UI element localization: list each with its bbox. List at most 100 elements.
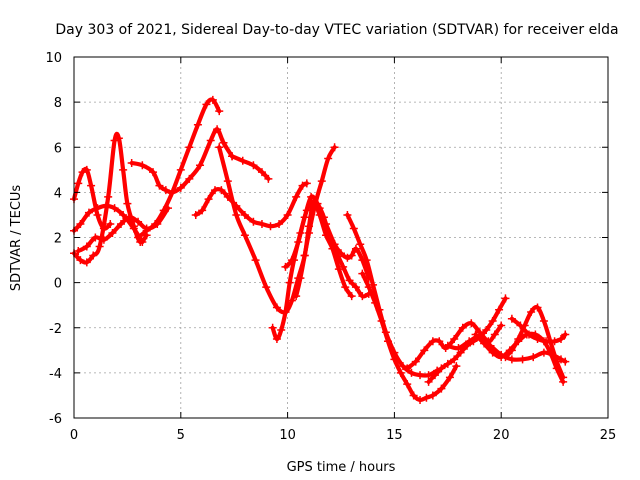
- data-point: [240, 210, 249, 219]
- data-point: [377, 316, 386, 325]
- data-point: [104, 192, 113, 201]
- data-point: [82, 258, 91, 267]
- data-point: [347, 251, 356, 260]
- data-point: [298, 181, 307, 190]
- data-point: [369, 280, 378, 289]
- data-point: [364, 283, 373, 292]
- data-point: [358, 292, 367, 301]
- data-point: [228, 152, 237, 161]
- data-point: [93, 210, 102, 219]
- y-tick-label: 2: [54, 232, 62, 247]
- data-point: [277, 326, 286, 335]
- data-point: [356, 240, 365, 249]
- y-axis-label: SDTVAR / TECUs: [9, 185, 24, 292]
- data-point: [215, 107, 224, 116]
- series-arc-8: [191, 179, 311, 231]
- data-point: [533, 303, 542, 312]
- x-tick-label: 10: [279, 428, 296, 443]
- data-point: [507, 355, 516, 364]
- series-arc-5: [127, 125, 237, 197]
- data-point: [398, 362, 407, 371]
- data-point: [249, 161, 258, 170]
- data-point: [559, 373, 568, 382]
- data-point: [114, 134, 123, 143]
- data-point: [219, 138, 228, 147]
- data-point: [557, 355, 566, 364]
- data-point: [198, 206, 207, 215]
- data-point: [539, 316, 548, 325]
- data-point: [383, 337, 392, 346]
- data-point: [272, 303, 281, 312]
- data-point: [155, 181, 164, 190]
- data-point: [443, 359, 452, 368]
- data-point: [232, 210, 241, 219]
- data-point: [74, 179, 83, 188]
- x-tick-label: 15: [386, 428, 403, 443]
- data-point: [76, 219, 85, 228]
- data-point: [262, 283, 271, 292]
- data-point: [116, 219, 125, 228]
- series-layer: [70, 95, 570, 404]
- data-point: [223, 177, 232, 186]
- data-point: [208, 95, 217, 104]
- data-point: [99, 224, 108, 233]
- data-point: [488, 348, 497, 357]
- data-point: [202, 100, 211, 109]
- data-point: [106, 219, 115, 228]
- data-point: [317, 177, 326, 186]
- data-point: [266, 222, 275, 231]
- data-point: [435, 337, 444, 346]
- data-point: [507, 346, 516, 355]
- x-tick-label: 5: [177, 428, 185, 443]
- data-point: [430, 371, 439, 380]
- data-point: [326, 235, 335, 244]
- series-arc-14: [358, 269, 461, 404]
- data-point: [91, 233, 100, 242]
- data-point: [213, 125, 222, 134]
- data-point: [168, 188, 177, 197]
- data-point: [324, 154, 333, 163]
- data-point: [138, 238, 147, 247]
- data-point: [437, 364, 446, 373]
- data-point: [95, 242, 104, 251]
- data-point: [471, 330, 480, 339]
- data-point: [371, 298, 380, 307]
- data-point: [272, 335, 281, 344]
- data-point: [102, 201, 111, 210]
- data-point: [467, 319, 476, 328]
- data-point: [546, 337, 555, 346]
- data-point: [294, 238, 303, 247]
- data-point: [281, 307, 290, 316]
- data-point: [351, 244, 360, 253]
- data-point: [497, 321, 506, 330]
- data-point: [296, 274, 305, 283]
- data-point: [396, 368, 405, 377]
- data-point: [403, 380, 412, 389]
- data-point: [458, 323, 467, 332]
- data-point: [292, 292, 301, 301]
- data-point: [422, 393, 431, 402]
- x-tick-label: 25: [600, 428, 617, 443]
- series-arc-12: [292, 143, 339, 301]
- data-point: [343, 210, 352, 219]
- data-point: [319, 213, 328, 222]
- data-point: [304, 228, 313, 237]
- series-line: [193, 181, 309, 229]
- axis-ticks: 0 5 10 15 20 25 -6 -4 -2 0 2 4 6 8 10: [45, 51, 616, 443]
- series-line: [230, 154, 271, 181]
- y-tick-label: -6: [49, 412, 62, 427]
- data-point: [349, 224, 358, 233]
- data-point: [480, 339, 489, 348]
- data-point: [420, 346, 429, 355]
- x-tick-label: 0: [70, 428, 78, 443]
- data-point: [332, 249, 341, 258]
- data-point: [196, 161, 205, 170]
- data-point: [411, 357, 420, 366]
- data-point: [283, 210, 292, 219]
- data-point: [125, 213, 134, 222]
- data-point: [533, 335, 542, 344]
- data-point: [341, 283, 350, 292]
- data-point: [465, 337, 474, 346]
- data-point: [518, 355, 527, 364]
- y-tick-label: -4: [49, 367, 62, 382]
